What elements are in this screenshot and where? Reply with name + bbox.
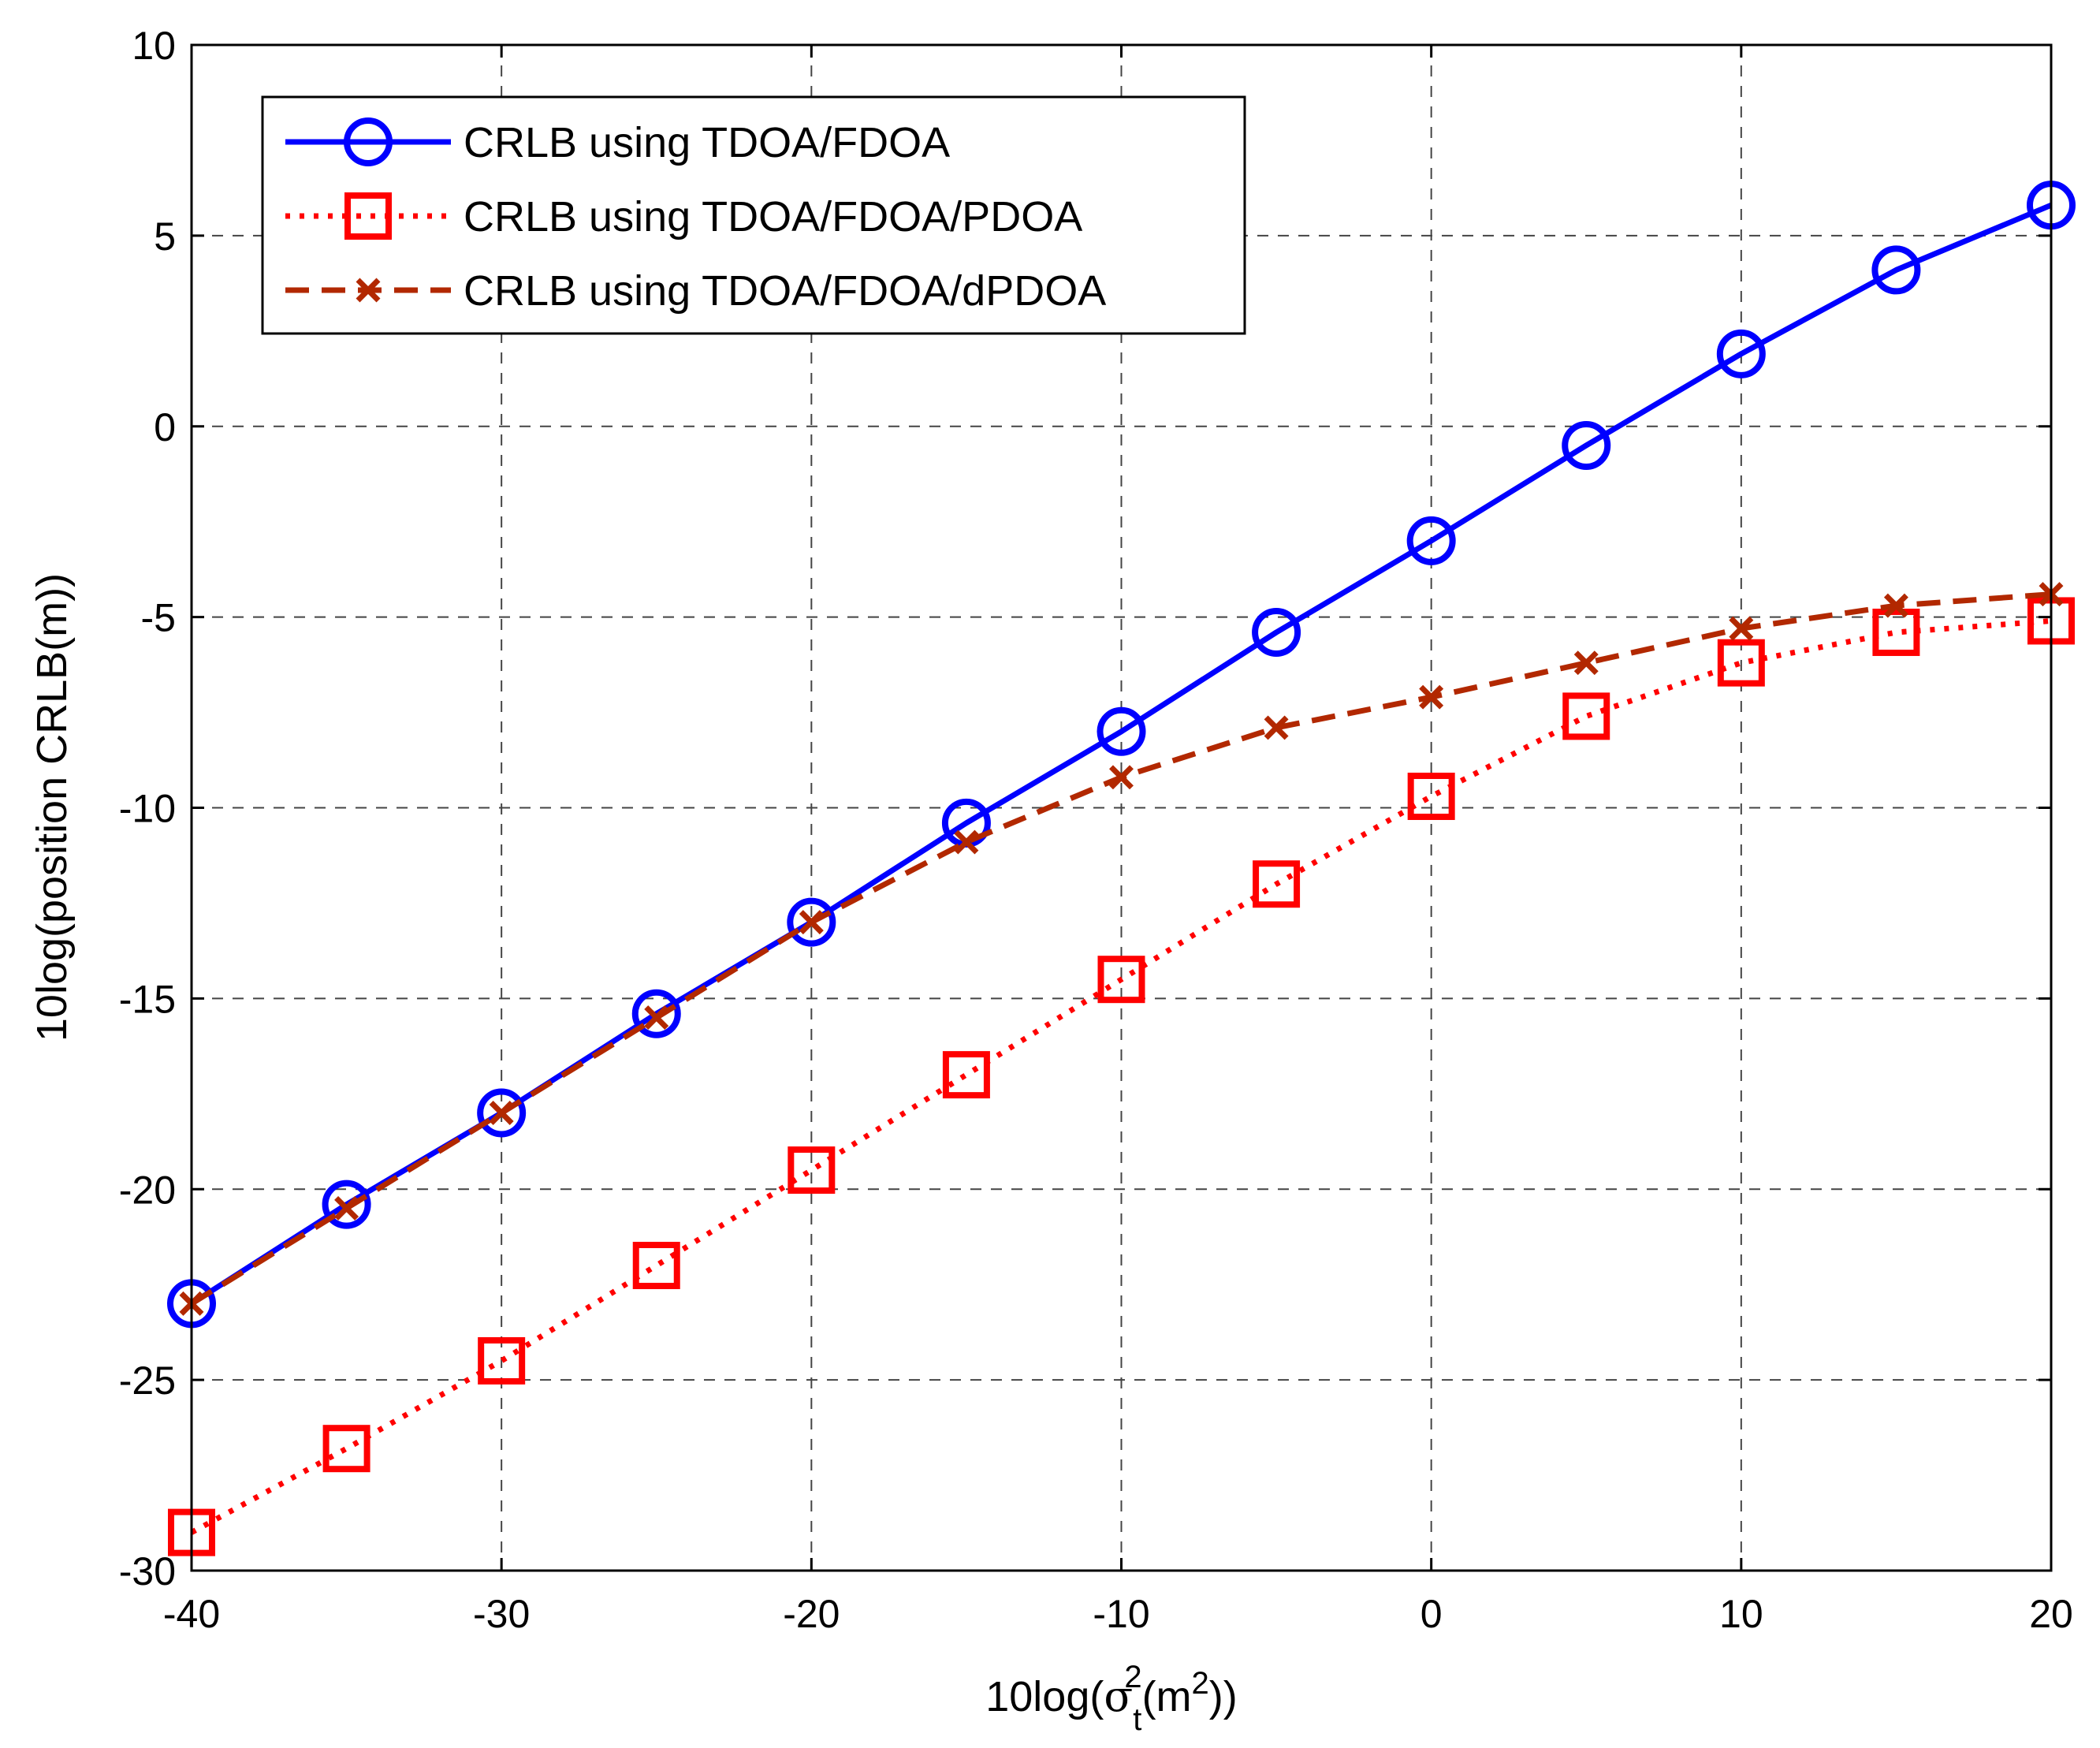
data-point: [1717, 639, 1765, 687]
data-point: [1883, 593, 1908, 618]
y-tick-label: -10: [119, 787, 176, 831]
data-point: [322, 1180, 371, 1229]
legend-label: CRLB using TDOA/FDOA/PDOA: [464, 193, 1082, 240]
x-tick-label: -20: [783, 1592, 840, 1636]
x-marker-stroke: [1109, 765, 1134, 790]
data-point: [334, 1195, 359, 1221]
x-tick-label: -10: [1093, 1592, 1149, 1636]
legend-marker: [356, 278, 381, 303]
data-point: [787, 897, 836, 947]
data-point: [942, 1051, 990, 1099]
data-point: [1407, 772, 1455, 820]
x-tick-label: -30: [473, 1592, 530, 1636]
data-point: [1097, 706, 1146, 756]
x-tick-label: 20: [2029, 1592, 2073, 1636]
data-point: [799, 910, 824, 935]
data-point: [1406, 516, 1456, 565]
x-marker-stroke: [1419, 684, 1444, 710]
data-point: [632, 1242, 680, 1289]
data-point: [1562, 420, 1611, 470]
y-tick-label: -5: [141, 596, 176, 640]
x-tick-label: 10: [1719, 1592, 1763, 1636]
data-point: [788, 1146, 836, 1195]
x-tick-label: 0: [1420, 1592, 1443, 1636]
data-point: [1097, 956, 1145, 1004]
y-tick-label: -30: [119, 1549, 176, 1593]
data-point: [1109, 765, 1134, 790]
data-point: [1872, 608, 1920, 656]
y-tick-label: 5: [154, 214, 176, 259]
x-marker-stroke: [334, 1195, 359, 1221]
x-marker-stroke: [1729, 616, 1754, 641]
data-point: [1253, 860, 1301, 908]
legend-item-1: CRLB using TDOA/FDOA: [285, 117, 950, 166]
data-point: [1729, 616, 1754, 641]
x-marker-stroke: [954, 829, 979, 855]
x-marker-stroke: [1264, 715, 1289, 740]
data-point: [1871, 245, 1921, 295]
data-point: [1573, 650, 1599, 676]
data-point: [1252, 607, 1301, 657]
series-group: [167, 181, 2076, 1556]
legend-label: CRLB using TDOA/FDOA/dPDOA: [464, 267, 1106, 315]
data-point: [644, 1005, 669, 1031]
y-axis-label: 10log(position CRLB(m)): [28, 573, 76, 1042]
x-marker-stroke: [1883, 593, 1908, 618]
data-point: [477, 1088, 527, 1138]
data-point: [954, 829, 979, 855]
series-line: [190, 618, 2052, 1535]
legend-box: [261, 95, 1246, 335]
data-point: [1716, 329, 1766, 378]
data-point: [478, 1336, 526, 1385]
legend-item-2: CRLB using TDOA/FDOA/PDOA: [285, 192, 1082, 240]
legend-item-3: CRLB using TDOA/FDOA/dPDOA: [285, 267, 1106, 315]
legend-marker: [344, 117, 393, 166]
y-tick-label: 10: [132, 24, 176, 68]
legend-marker: [344, 192, 392, 240]
y-tick-label: -25: [119, 1359, 176, 1403]
series-3: [179, 582, 2064, 1316]
y-tick-label: 0: [154, 405, 176, 449]
y-tick-label: -20: [119, 1168, 176, 1212]
legend: CRLB using TDOA/FDOA CRLB using TDOA/FDOA…: [261, 95, 1246, 335]
x-marker-stroke: [799, 910, 824, 935]
x-marker-stroke: [644, 1005, 669, 1031]
legend-label: CRLB using TDOA/FDOA: [464, 119, 950, 166]
x-tick-label: -40: [163, 1592, 220, 1636]
data-point: [489, 1101, 514, 1125]
y-tick-label: -15: [119, 977, 176, 1021]
x-axis-label: 10log(σt2(m2)): [985, 1660, 1238, 1737]
x-marker-stroke: [489, 1101, 514, 1125]
x-marker-stroke: [1573, 650, 1599, 676]
data-point: [1264, 715, 1289, 740]
data-point: [1562, 692, 1610, 740]
x-marker-stroke: [356, 278, 381, 303]
data-point: [631, 989, 681, 1038]
data-point: [322, 1425, 370, 1473]
data-point: [1419, 684, 1444, 710]
